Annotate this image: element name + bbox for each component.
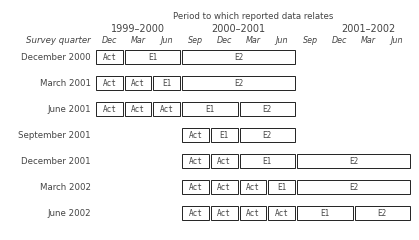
Bar — [240, 154, 295, 168]
Bar — [125, 76, 151, 90]
Bar — [297, 206, 352, 220]
Bar — [268, 180, 295, 194]
Bar — [182, 102, 238, 116]
Text: Survey quarter: Survey quarter — [26, 36, 91, 45]
Text: Act: Act — [189, 209, 202, 217]
Text: Act: Act — [275, 209, 289, 217]
Text: E1: E1 — [148, 53, 157, 61]
Text: Period to which reported data relates: Period to which reported data relates — [173, 12, 333, 21]
Text: Act: Act — [160, 104, 174, 114]
Text: 2001–2002: 2001–2002 — [341, 24, 395, 34]
Bar — [354, 206, 410, 220]
Bar — [182, 154, 209, 168]
Text: March 2001: March 2001 — [40, 78, 91, 88]
Bar — [182, 50, 295, 64]
Bar — [211, 180, 238, 194]
Bar — [211, 128, 238, 142]
Text: Mar: Mar — [131, 36, 145, 45]
Bar — [297, 154, 410, 168]
Text: E1: E1 — [205, 104, 215, 114]
Text: Act: Act — [131, 78, 145, 88]
Text: Act: Act — [102, 53, 116, 61]
Text: Jun: Jun — [275, 36, 288, 45]
Text: June 2001: June 2001 — [47, 104, 91, 114]
Text: Act: Act — [246, 209, 260, 217]
Text: Sep: Sep — [303, 36, 318, 45]
Bar — [182, 128, 209, 142]
Text: E1: E1 — [220, 131, 229, 139]
Text: E2: E2 — [234, 53, 243, 61]
Bar — [125, 102, 151, 116]
Text: E2: E2 — [349, 156, 358, 166]
Text: Act: Act — [217, 156, 231, 166]
Bar — [96, 76, 123, 90]
Bar — [268, 206, 295, 220]
Text: December 2001: December 2001 — [21, 156, 91, 166]
Text: December 2000: December 2000 — [21, 53, 91, 61]
Text: E2: E2 — [263, 131, 272, 139]
Text: E2: E2 — [234, 78, 243, 88]
Bar — [153, 76, 180, 90]
Text: Act: Act — [246, 182, 260, 192]
Text: Sep: Sep — [188, 36, 203, 45]
Text: March 2002: March 2002 — [40, 182, 91, 192]
Text: Act: Act — [102, 104, 116, 114]
Text: Jun: Jun — [160, 36, 173, 45]
Text: September 2001: September 2001 — [18, 131, 91, 139]
Bar — [182, 180, 209, 194]
Text: Mar: Mar — [360, 36, 375, 45]
Bar — [240, 128, 295, 142]
Text: Mar: Mar — [246, 36, 261, 45]
Text: E1: E1 — [263, 156, 272, 166]
Bar — [240, 180, 266, 194]
Text: Act: Act — [217, 209, 231, 217]
Text: Act: Act — [189, 182, 202, 192]
Text: E2: E2 — [349, 182, 358, 192]
Text: Act: Act — [131, 104, 145, 114]
Text: Act: Act — [189, 131, 202, 139]
Bar — [240, 206, 266, 220]
Bar — [153, 102, 180, 116]
Text: 2000–2001: 2000–2001 — [212, 24, 266, 34]
Bar — [182, 206, 209, 220]
Text: E2: E2 — [378, 209, 387, 217]
Text: Dec: Dec — [331, 36, 347, 45]
Bar — [125, 50, 180, 64]
Text: E1: E1 — [162, 78, 171, 88]
Text: Jun: Jun — [391, 36, 403, 45]
Text: E1: E1 — [277, 182, 286, 192]
Bar — [182, 76, 295, 90]
Bar — [96, 102, 123, 116]
Text: Dec: Dec — [217, 36, 232, 45]
Text: Act: Act — [217, 182, 231, 192]
Text: Dec: Dec — [102, 36, 117, 45]
Text: Act: Act — [189, 156, 202, 166]
Text: June 2002: June 2002 — [47, 209, 91, 217]
Text: Act: Act — [102, 78, 116, 88]
Text: 1999–2000: 1999–2000 — [111, 24, 165, 34]
Text: E1: E1 — [320, 209, 329, 217]
Bar — [211, 154, 238, 168]
Bar — [96, 50, 123, 64]
Bar — [211, 206, 238, 220]
Bar — [240, 102, 295, 116]
Bar — [297, 180, 410, 194]
Text: E2: E2 — [263, 104, 272, 114]
